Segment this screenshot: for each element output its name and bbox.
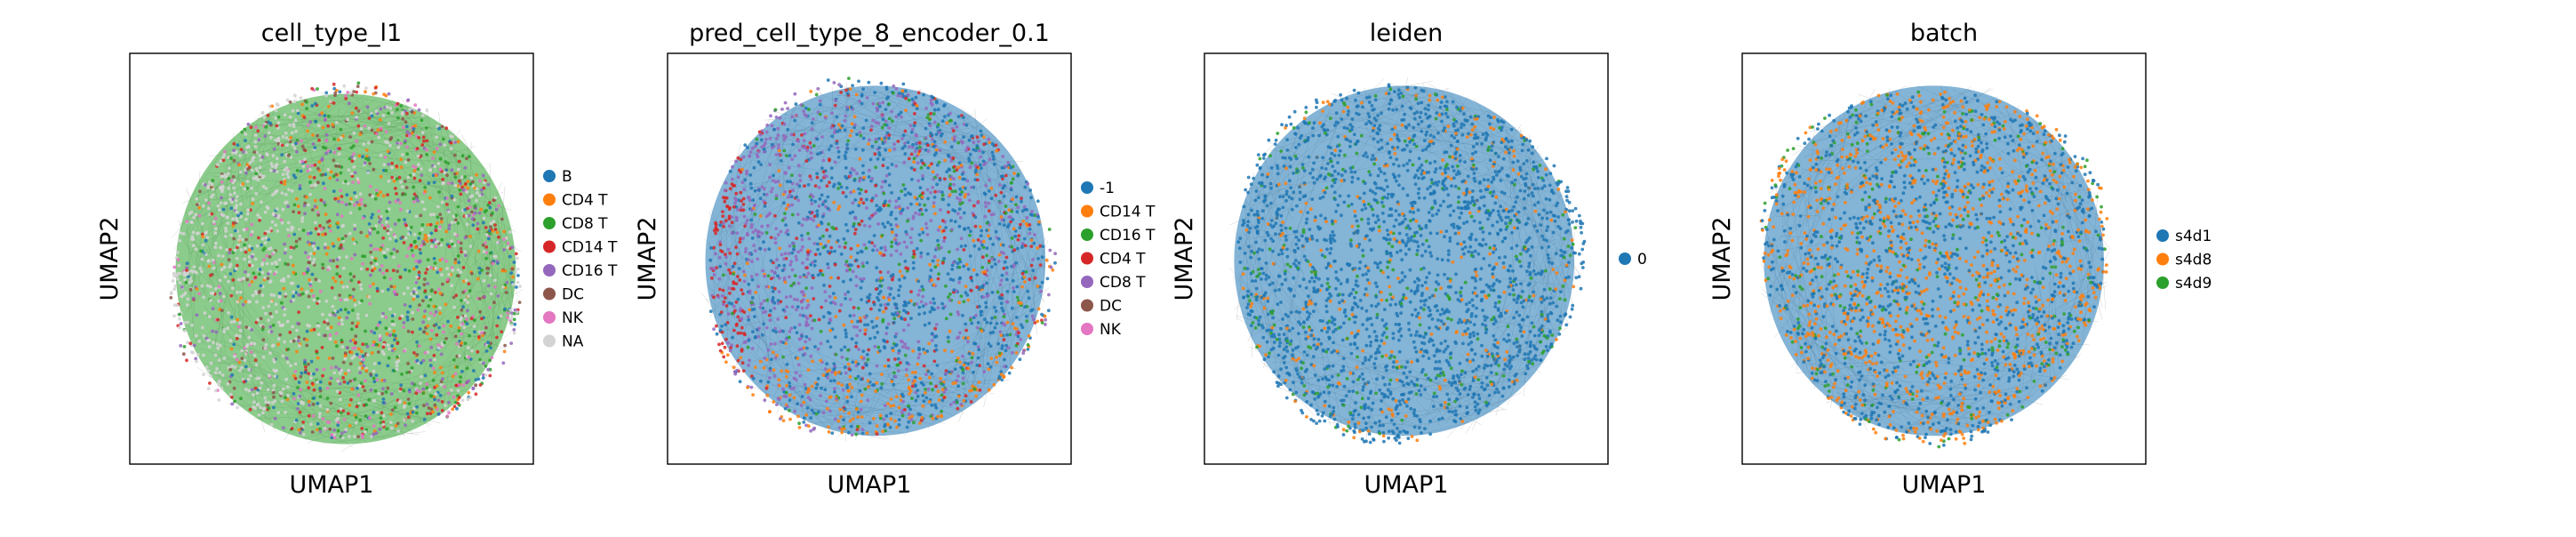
- legend-label: B: [562, 168, 572, 186]
- plot-area: [701, 76, 1057, 441]
- umap-panel-4: batch UMAP1 UMAP2 s4d1 s4d8 s4d9: [1708, 20, 2212, 499]
- panel-title: pred_cell_type_8_encoder_0.1: [689, 20, 1050, 47]
- legend-label: CD4 T: [1100, 251, 1146, 268]
- y-axis-label: UMAP2: [634, 217, 661, 301]
- point-cloud-base: [176, 94, 516, 445]
- legend-marker: [1081, 323, 1093, 335]
- panel-title: cell_type_l1: [261, 20, 402, 47]
- legend-marker: [1081, 228, 1093, 241]
- legend-marker: [543, 264, 556, 277]
- legend-marker: [2156, 253, 2169, 266]
- legend-label: DC: [1100, 298, 1122, 316]
- legend-label: CD16 T: [562, 262, 618, 280]
- umap-panel-1: cell_type_l1 UMAP1 UMAP2 B CD4 T CD8 T CD14 T C…: [96, 20, 618, 499]
- umap-panel-2: pred_cell_type_8_encoder_0.1 UMAP1 UMAP2 -1…: [634, 20, 1156, 499]
- legend-marker: [1081, 300, 1093, 312]
- legend-label: CD14 T: [562, 239, 618, 257]
- legend-marker: [543, 311, 556, 324]
- panel-title: batch: [1910, 20, 1978, 47]
- plot-area: [1760, 85, 2111, 449]
- legend: s4d1 s4d8 s4d9: [2156, 228, 2212, 293]
- legend-label: CD16 T: [1100, 227, 1156, 244]
- legend-marker: [543, 288, 556, 301]
- legend-marker: [1619, 252, 1631, 265]
- plot-area: [1229, 77, 1586, 445]
- x-axis-label: UMAP1: [1364, 471, 1449, 499]
- legend-label: s4d9: [2175, 275, 2212, 293]
- legend-marker: [2156, 277, 2169, 289]
- legend-label: DC: [562, 286, 584, 304]
- legend-marker: [543, 335, 556, 348]
- legend: B CD4 T CD8 T CD14 T CD16 T DC NK NA: [543, 168, 618, 351]
- legend-label: CD4 T: [562, 192, 608, 210]
- legend-label: NA: [562, 333, 584, 351]
- legend-label: CD14 T: [1100, 204, 1156, 221]
- legend-label: 0: [1637, 251, 1647, 268]
- y-axis-label: UMAP2: [96, 217, 124, 301]
- legend-marker: [543, 170, 556, 182]
- legend-marker: [543, 217, 556, 229]
- legend-marker: [1081, 252, 1093, 265]
- legend-label: s4d1: [2175, 228, 2212, 245]
- x-axis-label: UMAP1: [828, 471, 912, 499]
- legend-label: NK: [562, 309, 584, 327]
- plot-area: [169, 82, 523, 453]
- legend-label: NK: [1100, 321, 1122, 339]
- legend-label: CD8 T: [562, 215, 608, 233]
- legend-marker: [543, 194, 556, 206]
- legend-marker: [1081, 205, 1093, 218]
- panel-title: leiden: [1370, 20, 1443, 47]
- x-axis-label: UMAP1: [1902, 471, 1987, 499]
- legend-label: CD8 T: [1100, 274, 1146, 292]
- legend-label: s4d8: [2175, 252, 2212, 269]
- legend: -1 CD14 T CD16 T CD4 T CD8 T DC NK: [1081, 180, 1156, 339]
- legend-marker: [2156, 229, 2169, 242]
- legend-label: -1: [1100, 180, 1115, 197]
- y-axis-label: UMAP2: [1708, 217, 1736, 301]
- y-axis-label: UMAP2: [1171, 217, 1198, 301]
- legend-marker: [1081, 181, 1093, 194]
- legend-marker: [543, 241, 556, 253]
- legend-marker: [1081, 276, 1093, 288]
- x-axis-label: UMAP1: [290, 471, 374, 499]
- legend: 0: [1619, 251, 1647, 268]
- umap-panel-3: leiden UMAP1 UMAP2 0: [1171, 20, 1647, 499]
